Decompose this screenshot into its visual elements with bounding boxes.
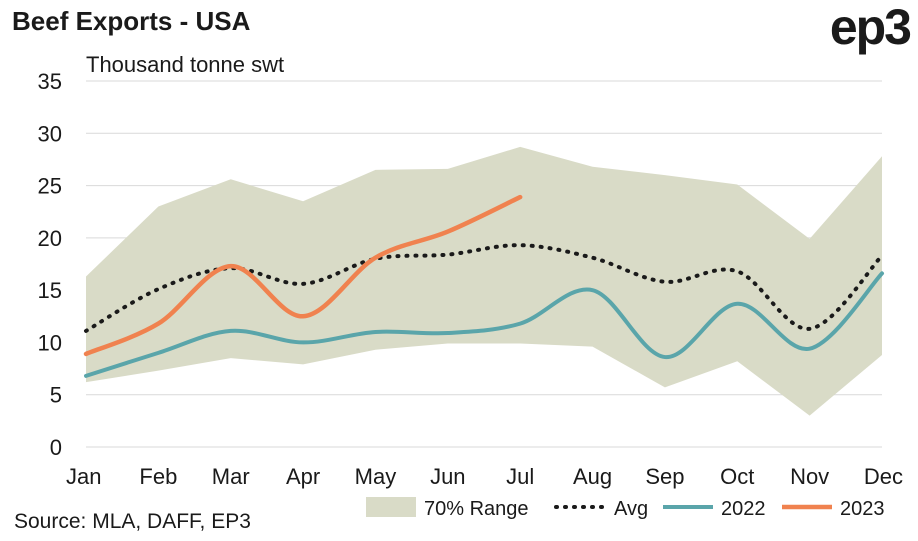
series-2022-line [84,271,884,378]
y-tick-label: 5 [50,383,62,408]
legend: 70% Range Avg 2022 2023 [366,497,885,520]
x-tick-label: Jun [430,464,465,489]
x-tick-label: Jul [506,464,534,489]
chart-title: Beef Exports - USA [12,6,251,36]
x-tick-label: Dec [864,464,903,489]
y-tick-label: 20 [38,226,62,251]
ep3-logo: ep3 [829,0,912,55]
y-axis-ticks: 0 5 10 15 20 25 30 35 [38,69,62,460]
y-tick-label: 30 [38,121,62,146]
x-tick-label: Oct [720,464,754,489]
y-axis-unit-label: Thousand tonne swt [86,52,285,77]
x-tick-label: Feb [139,464,177,489]
source-note: Source: MLA, DAFF, EP3 [14,510,251,533]
x-axis-ticks: Jan Feb Mar Apr May Jun Jul Aug Sep Oct Nov Dec [66,464,903,489]
x-tick-label: Nov [790,464,829,489]
x-tick-label: May [355,464,397,489]
series-2023-line [83,194,523,357]
x-tick-label: Jan [66,464,101,489]
legend-swatch-range [366,497,416,517]
y-tick-label: 0 [50,435,62,460]
legend-label-2022: 2022 [721,498,766,520]
y-tick-label: 35 [38,69,62,94]
x-tick-label: Apr [286,464,320,489]
legend-label-range: 70% Range [424,498,529,520]
y-tick-label: 10 [38,330,62,355]
x-tick-label: Mar [212,464,250,489]
legend-label-2023: 2023 [840,498,885,520]
plot-area [83,146,884,416]
legend-label-avg: Avg [614,498,648,520]
y-tick-label: 15 [38,278,62,303]
y-tick-label: 25 [38,174,62,199]
x-tick-label: Aug [573,464,612,489]
x-tick-label: Sep [645,464,684,489]
